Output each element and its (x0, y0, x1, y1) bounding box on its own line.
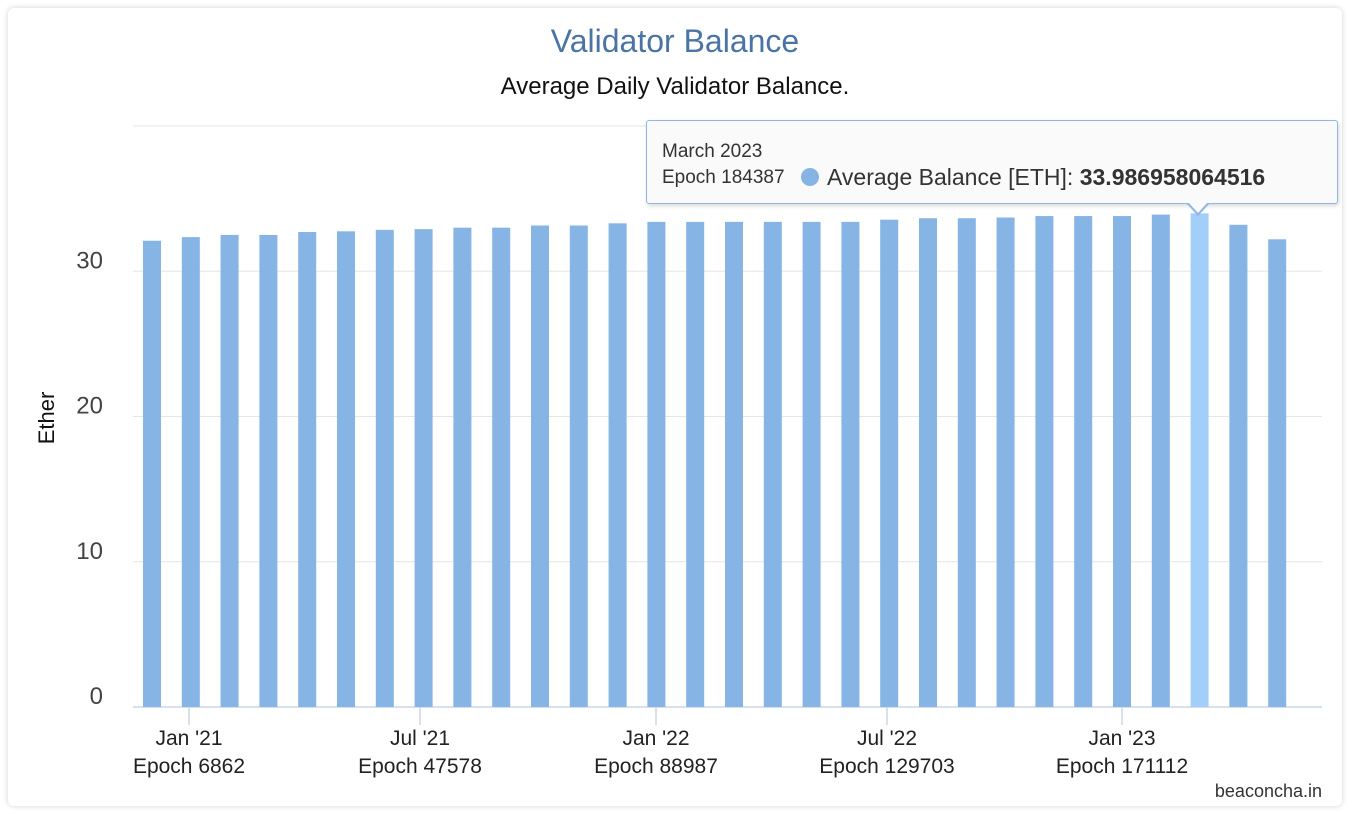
bar[interactable] (996, 217, 1015, 707)
bar[interactable] (1113, 216, 1131, 707)
x-tick-date-label: Jul '21 (390, 727, 450, 750)
credit-link[interactable]: beaconcha.in (1215, 781, 1322, 801)
bar[interactable] (220, 234, 239, 707)
x-tick-date-label: Jan '22 (622, 727, 689, 750)
x-tick-epoch-label: Epoch 129703 (819, 755, 954, 778)
y-tick-label: 30 (76, 247, 103, 274)
bar[interactable] (1229, 224, 1248, 707)
bars (143, 213, 1287, 708)
bar[interactable] (531, 225, 549, 707)
bar[interactable] (1190, 213, 1209, 708)
tooltip: March 2023 Epoch 184387 Average Balance … (646, 120, 1338, 204)
bar[interactable] (919, 218, 937, 707)
bar[interactable] (181, 237, 200, 707)
bar[interactable] (608, 223, 627, 707)
x-tick-date-label: Jan '21 (155, 727, 222, 750)
bar[interactable] (647, 221, 666, 708)
bar[interactable] (1074, 216, 1093, 707)
tooltip-header: March 2023 (662, 141, 763, 162)
bar[interactable] (375, 229, 394, 707)
bar[interactable] (414, 229, 433, 707)
y-tick-label: 0 (90, 683, 103, 710)
bar[interactable] (686, 221, 705, 708)
bar[interactable] (957, 218, 976, 707)
tooltip-pointer-fill (1188, 202, 1208, 213)
bar[interactable] (841, 221, 860, 708)
series-dot-icon (801, 168, 819, 186)
bar[interactable] (492, 227, 511, 708)
x-axis-ticks: Jan '21 Epoch 6862 Jul '21 Epoch 47578 Jan '… (133, 707, 1188, 778)
y-tick-label: 20 (76, 393, 103, 420)
y-axis-label: Ether (34, 392, 59, 445)
tooltip-epoch: Epoch 184387 (662, 167, 785, 188)
y-axis-ticks: 0 10 20 30 (76, 247, 103, 710)
bar[interactable] (1035, 216, 1054, 707)
bar[interactable] (569, 225, 588, 707)
bar[interactable] (337, 231, 355, 707)
bar[interactable] (1151, 214, 1170, 708)
tooltip-value: 33.986958064516 (1079, 164, 1266, 190)
bar[interactable] (802, 221, 821, 708)
chart-title: Validator Balance (551, 23, 799, 59)
bar[interactable] (725, 221, 743, 708)
x-tick-date-label: Jan '23 (1088, 727, 1155, 750)
x-tick-epoch-label: Epoch 6862 (133, 755, 245, 778)
x-tick-epoch-label: Epoch 88987 (594, 755, 718, 778)
y-tick-label: 10 (76, 538, 103, 565)
bar[interactable] (259, 234, 278, 707)
x-tick-date-label: Jul '22 (857, 727, 917, 750)
tooltip-series: Average Balance [ETH]: 33.986958064516 (827, 164, 1265, 191)
tooltip-series-label: Average Balance [ETH]: (827, 164, 1080, 190)
bar[interactable] (453, 227, 472, 708)
bar[interactable] (880, 219, 899, 707)
bar[interactable] (143, 240, 161, 707)
chart-subtitle: Average Daily Validator Balance. (501, 73, 850, 100)
x-tick-epoch-label: Epoch 47578 (358, 755, 482, 778)
bar[interactable] (298, 232, 317, 707)
x-tick-epoch-label: Epoch 171112 (1056, 755, 1188, 778)
bar[interactable] (763, 221, 782, 708)
bar[interactable] (1268, 239, 1287, 708)
